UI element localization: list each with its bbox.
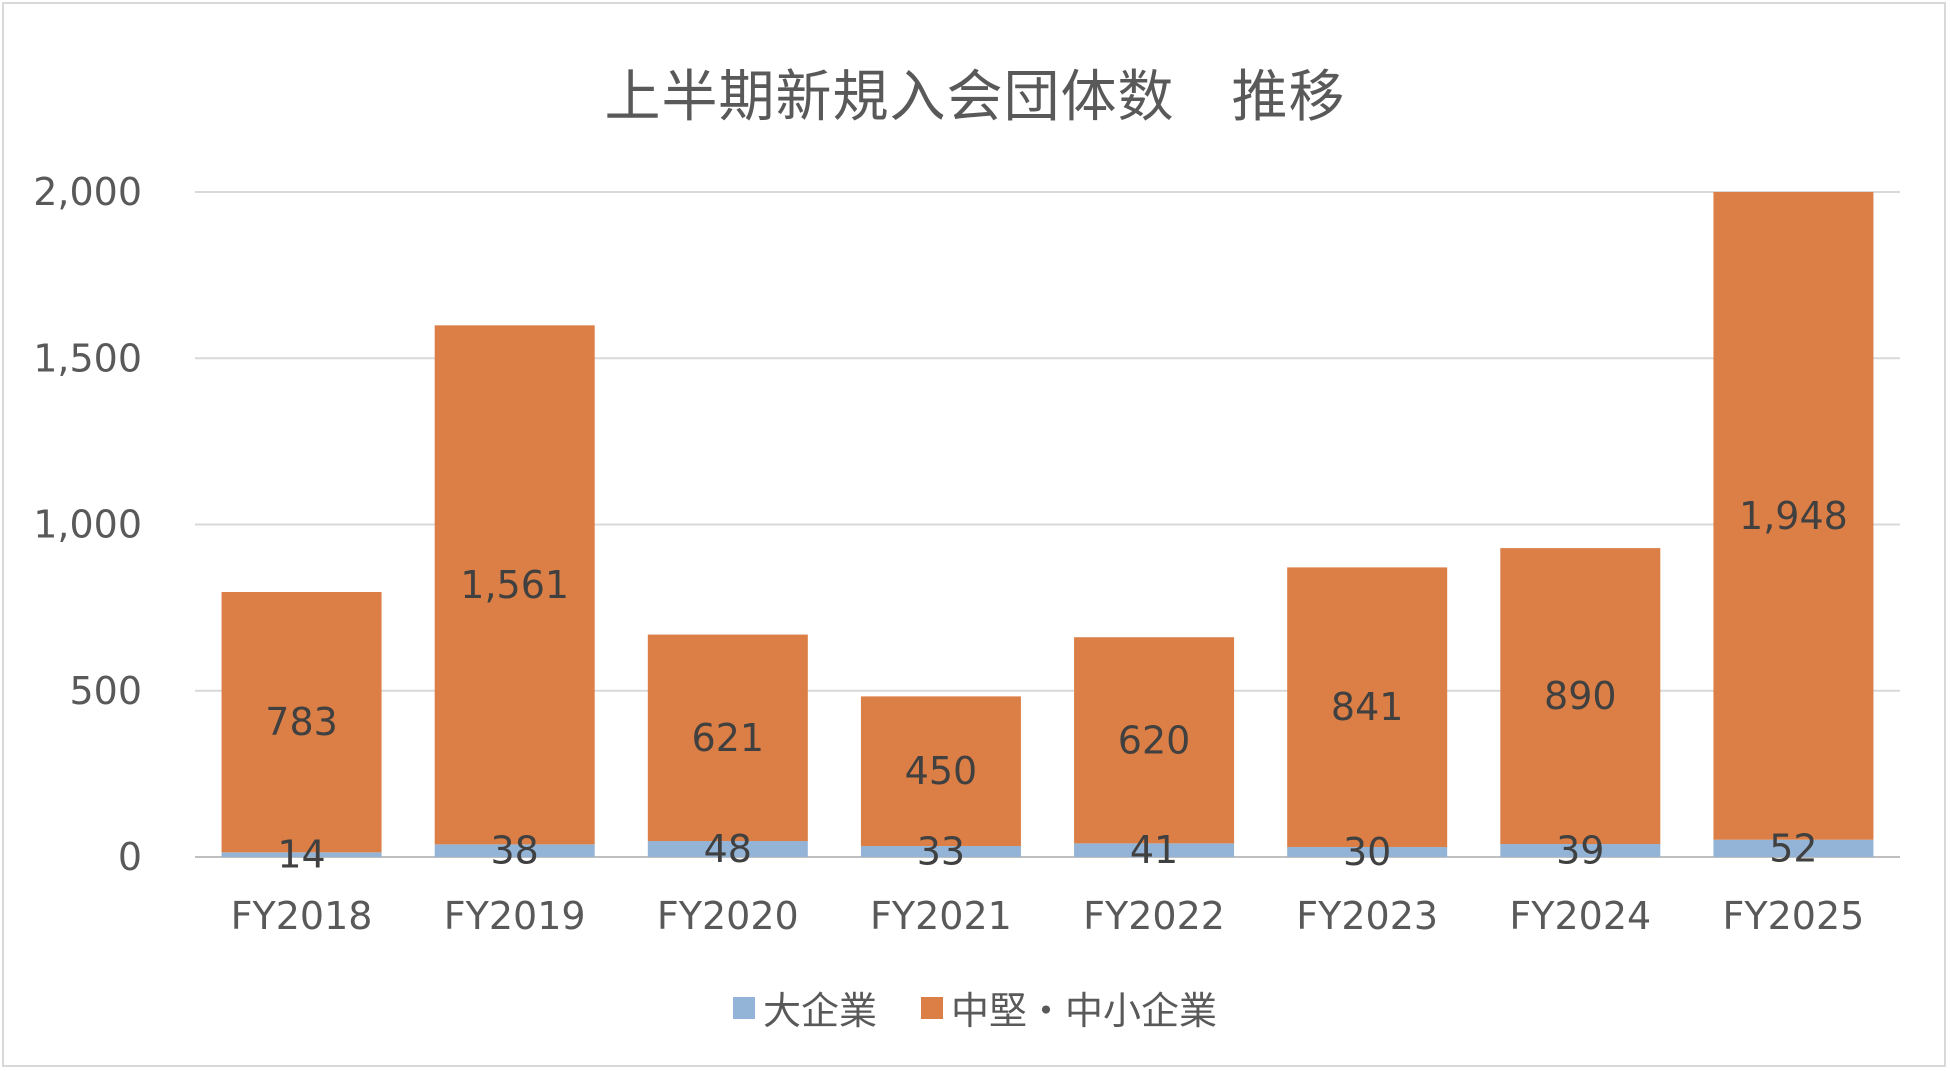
bar-large-enterprise [434, 844, 595, 857]
data-label-large-enterprise: 52 [1769, 826, 1817, 870]
data-label-large-enterprise: 38 [491, 829, 539, 873]
data-label-sme: 621 [692, 716, 765, 760]
bar-large-enterprise [1713, 839, 1874, 857]
legend-label-large-enterprise: 大企業 [762, 989, 877, 1033]
x-tick-label: FY2020 [657, 894, 799, 938]
bar-large-enterprise [1287, 847, 1448, 857]
data-label-sme: 890 [1544, 674, 1617, 718]
bar-large-enterprise [647, 841, 808, 857]
bar-sme [860, 696, 1021, 847]
legend: 大企業 中堅・中小企業 [0, 980, 1950, 1035]
bar-sme [647, 634, 808, 842]
bar-large-enterprise [1500, 844, 1661, 857]
x-tick-label: FY2023 [1296, 894, 1438, 938]
data-label-sme: 1,561 [460, 563, 569, 607]
bar-sme [1713, 192, 1874, 840]
bar-sme [1287, 567, 1448, 848]
bar-sme [1500, 548, 1661, 845]
data-label-sme: 1,948 [1739, 494, 1848, 538]
bar-sme [221, 591, 382, 853]
data-label-large-enterprise: 33 [917, 830, 965, 874]
y-tick-label: 1,500 [33, 336, 142, 380]
x-tick-label: FY2018 [231, 894, 373, 938]
y-tick-label: 500 [69, 669, 142, 713]
x-tick-label: FY2024 [1509, 894, 1651, 938]
data-label-sme: 450 [905, 749, 978, 793]
legend-swatch-sme [921, 996, 943, 1019]
data-label-large-enterprise: 14 [277, 833, 325, 877]
y-tick-label: 1,000 [33, 503, 142, 547]
data-label-sme: 783 [265, 700, 338, 744]
y-tick-label: 2,000 [33, 170, 142, 214]
data-label-sme: 620 [1118, 718, 1191, 762]
x-tick-label: FY2021 [870, 894, 1012, 938]
legend-item-sme: 中堅・中小企業 [921, 980, 1217, 1035]
y-tick-label: 0 [118, 835, 142, 879]
data-label-large-enterprise: 48 [704, 827, 752, 871]
data-label-sme: 841 [1331, 685, 1404, 729]
legend-item-large-enterprise: 大企業 [732, 980, 877, 1035]
bar-sme [1074, 637, 1235, 844]
data-label-large-enterprise: 39 [1556, 829, 1604, 873]
bar-large-enterprise [860, 846, 1021, 857]
legend-label-sme: 中堅・中小企業 [951, 989, 1218, 1033]
x-tick-label: FY2022 [1083, 894, 1225, 938]
data-label-large-enterprise: 30 [1343, 830, 1391, 874]
x-tick-label: FY2025 [1723, 894, 1865, 938]
bar-large-enterprise [1074, 843, 1235, 857]
legend-swatch-large-enterprise [732, 996, 755, 1019]
data-label-large-enterprise: 41 [1130, 828, 1178, 872]
x-tick-label: FY2019 [444, 894, 586, 938]
chart-title: 上半期新規入会団体数 推移 [604, 65, 1346, 130]
bar-large-enterprise [221, 852, 382, 857]
bar-sme [434, 325, 595, 845]
